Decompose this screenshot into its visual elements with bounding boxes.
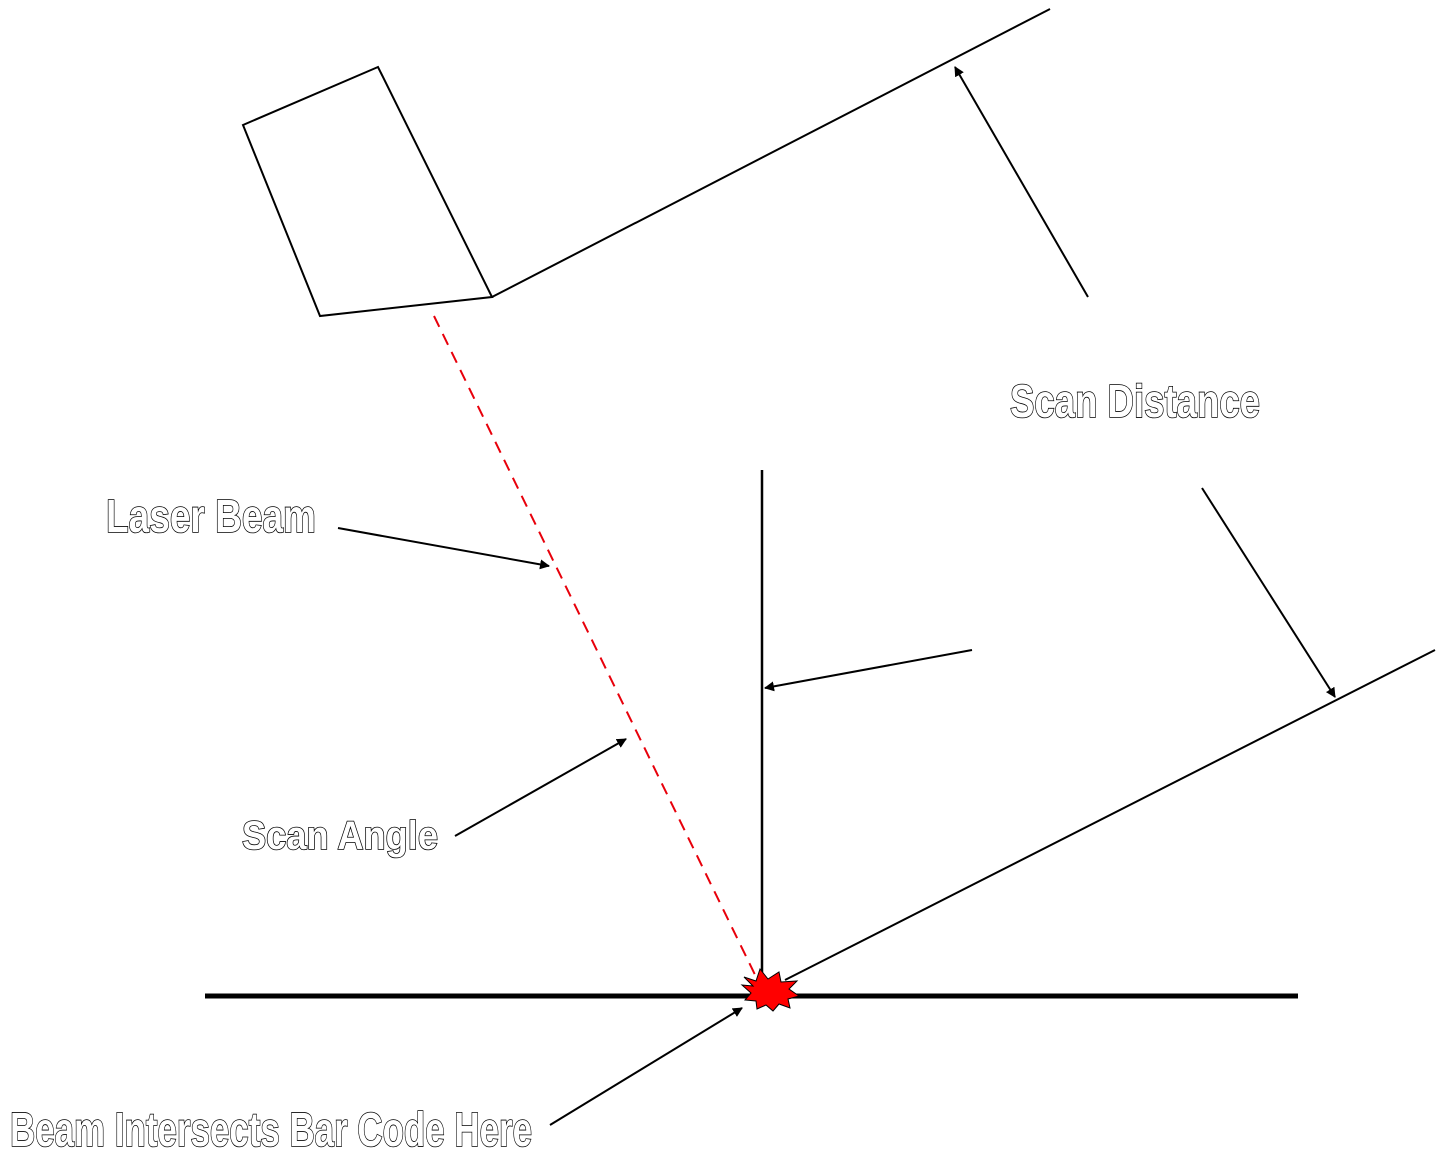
laser-beam-line (433, 315, 761, 986)
target-reference-line (784, 649, 1436, 981)
beam-intersects-label: Beam Intersects Bar Code Here (10, 1104, 532, 1153)
beam-intersects-arrow (549, 1007, 743, 1126)
normal-line-arrow (764, 649, 973, 692)
laser-beam-arrow (337, 527, 550, 570)
scanner-reference-line (491, 8, 1051, 298)
scanner-body (241, 65, 494, 318)
laser-beam-label: Laser Beam (106, 490, 316, 542)
scan-angle-arrow (454, 738, 627, 837)
scan-distance-upper-arrow (954, 66, 1089, 298)
scan-distance-lower-arrow (1201, 487, 1336, 698)
scan-angle-label: Scan Angle (242, 814, 438, 858)
scan-distance-label: Scan Distance (1010, 375, 1260, 427)
intersection-burst (740, 967, 801, 1012)
